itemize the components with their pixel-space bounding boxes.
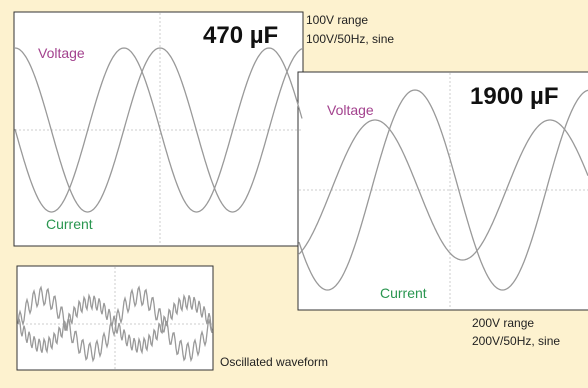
capacitance-label: 1900 µF [470,83,559,110]
voltage-label: Voltage [38,45,85,61]
setting-label: 200V/50Hz, sine [472,334,560,348]
range-label: 200V range [472,316,534,330]
current-label: Current [46,216,93,232]
range-label: 100V range [306,13,368,27]
inset-caption: Oscillated waveform [220,355,328,369]
capacitance-label: 470 µF [203,22,278,49]
figure: 470 µF Voltage Current 100V range 100V/5… [0,0,588,383]
voltage-label: Voltage [327,102,374,118]
current-label: Current [380,285,427,301]
page: 470 µF Voltage Current 100V range 100V/5… [0,0,588,383]
setting-label: 100V/50Hz, sine [306,32,394,46]
